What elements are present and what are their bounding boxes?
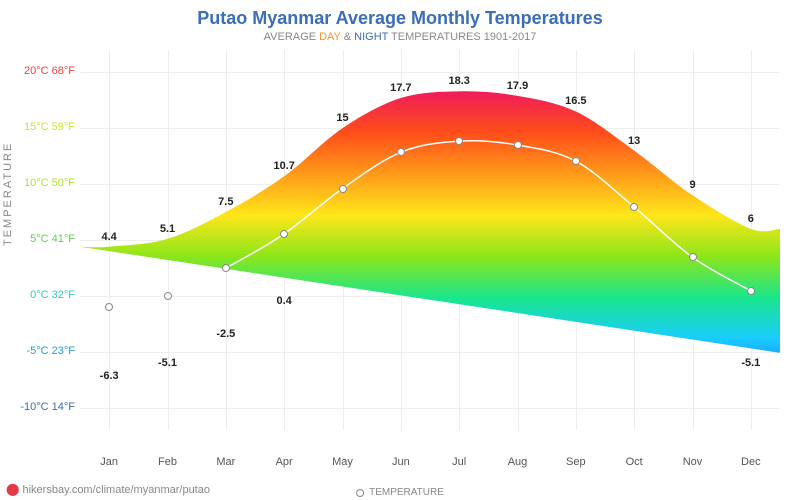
x-tick: Apr bbox=[276, 456, 293, 468]
chart-title: Putao Myanmar Average Monthly Temperatur… bbox=[0, 0, 800, 29]
avg-point bbox=[280, 230, 288, 238]
avg-point bbox=[572, 157, 580, 165]
avg-point bbox=[689, 253, 697, 261]
avg-point bbox=[630, 203, 638, 211]
average-line bbox=[80, 50, 780, 430]
avg-point bbox=[747, 287, 755, 295]
subtitle-day: DAY bbox=[319, 31, 341, 43]
avg-point bbox=[222, 264, 230, 272]
subtitle-suffix: TEMPERATURES 1901-2017 bbox=[388, 31, 536, 43]
footer-url: ⬤ hikersbay.com/climate/myanmar/putao bbox=[6, 482, 210, 496]
y-tick: 0°C 32°F bbox=[5, 289, 75, 301]
avg-point bbox=[164, 292, 172, 300]
x-tick: Dec bbox=[741, 456, 761, 468]
chart-subtitle: AVERAGE DAY & NIGHT TEMPERATURES 1901-20… bbox=[0, 29, 800, 43]
legend-label: TEMPERATURE bbox=[369, 487, 444, 498]
y-tick: 15°C 59°F bbox=[5, 121, 75, 133]
y-axis-label: TEMPERATURE bbox=[2, 142, 14, 246]
legend: TEMPERATURE bbox=[356, 487, 444, 498]
y-tick: 5°C 41°F bbox=[5, 233, 75, 245]
legend-marker bbox=[356, 489, 364, 497]
avg-point bbox=[105, 303, 113, 311]
x-tick: Sep bbox=[566, 456, 586, 468]
pin-icon: ⬤ bbox=[6, 482, 19, 496]
x-tick: Nov bbox=[683, 456, 703, 468]
subtitle-amp: & bbox=[341, 31, 354, 43]
x-tick: Oct bbox=[626, 456, 643, 468]
x-tick: Jun bbox=[392, 456, 410, 468]
avg-point bbox=[514, 141, 522, 149]
y-tick: -10°C 14°F bbox=[5, 401, 75, 413]
x-tick: Aug bbox=[508, 456, 528, 468]
x-tick: Jan bbox=[100, 456, 118, 468]
x-tick: Feb bbox=[158, 456, 177, 468]
x-tick: Jul bbox=[452, 456, 466, 468]
subtitle-prefix: AVERAGE bbox=[264, 31, 319, 43]
chart-plot-area bbox=[80, 50, 780, 430]
y-tick: 20°C 68°F bbox=[5, 65, 75, 77]
x-tick: May bbox=[332, 456, 353, 468]
avg-point bbox=[339, 185, 347, 193]
y-tick: -5°C 23°F bbox=[5, 345, 75, 357]
y-tick: 10°C 50°F bbox=[5, 177, 75, 189]
footer-text: hikersbay.com/climate/myanmar/putao bbox=[23, 484, 210, 496]
x-tick: Mar bbox=[216, 456, 235, 468]
subtitle-night: NIGHT bbox=[354, 31, 388, 43]
avg-point bbox=[455, 137, 463, 145]
avg-point bbox=[397, 148, 405, 156]
